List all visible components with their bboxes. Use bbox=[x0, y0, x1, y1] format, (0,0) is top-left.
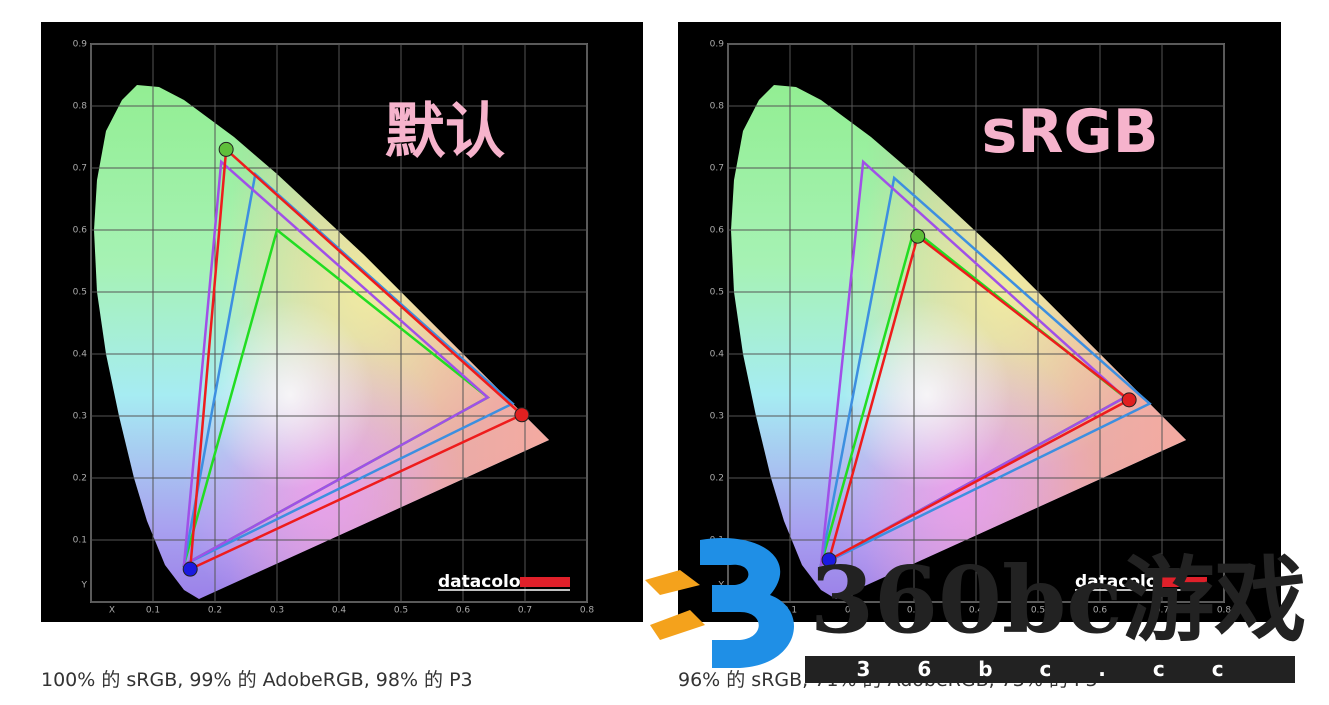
primary-marker bbox=[514, 407, 530, 423]
watermark-text: 360bc游戏 bbox=[810, 546, 1306, 654]
annotation: sRGB bbox=[982, 97, 1159, 167]
x-tick-label: 0.6 bbox=[1093, 606, 1108, 616]
x-tick-label: 0.8 bbox=[580, 606, 595, 616]
y-tick-label: 0.4 bbox=[73, 350, 88, 360]
gamut-triangle bbox=[819, 175, 1152, 568]
x-tick-label: 0.2 bbox=[208, 606, 222, 616]
y-tick-label: 0.8 bbox=[710, 102, 725, 112]
y-tick-label: 0.9 bbox=[710, 40, 725, 50]
gamut-triangle bbox=[819, 159, 1127, 568]
y-tick-label: 0.3 bbox=[73, 412, 87, 422]
y-tick-label: 0.6 bbox=[710, 226, 725, 236]
logo-bar bbox=[1157, 577, 1207, 587]
x-tick-label: 0.3 bbox=[270, 606, 284, 616]
x-tick-label: 0.6 bbox=[456, 606, 471, 616]
y-tick-label: Y bbox=[81, 581, 88, 591]
x-tick-label: 0.5 bbox=[394, 606, 408, 616]
y-tick-label: 0.4 bbox=[710, 350, 725, 360]
x-tick-label: 0.3 bbox=[907, 606, 921, 616]
y-tick-label: 0.9 bbox=[73, 40, 88, 50]
x-tick-label: 0.5 bbox=[1031, 606, 1045, 616]
y-tick-label: 0.2 bbox=[73, 474, 87, 484]
watermark-logo bbox=[700, 538, 794, 668]
gamut-triangle bbox=[188, 146, 525, 572]
y-tick-label: 0.5 bbox=[73, 288, 87, 298]
primary-marker bbox=[182, 561, 198, 577]
primary-marker bbox=[218, 141, 234, 157]
logo: datacolor bbox=[438, 572, 530, 592]
watermark-bar bbox=[805, 656, 1295, 683]
x-tick-label: 0.7 bbox=[518, 606, 532, 616]
caption: 100% 的 sRGB, 99% 的 AdobeRGB, 98% 的 P3 bbox=[41, 669, 473, 691]
y-tick-label: 0.6 bbox=[73, 226, 88, 236]
y-tick-label: 0.2 bbox=[710, 474, 724, 484]
charts: X 0.1 0.2 0.3 0.4 0.5 0.6 0.7 0.8 Y 0.1 0.2 0.3 0.4 0.… bbox=[73, 40, 1232, 616]
y-tick-label: 0.8 bbox=[73, 102, 88, 112]
y-tick-label: 0.7 bbox=[710, 164, 724, 174]
x-tick-label: 0.4 bbox=[969, 606, 984, 616]
y-tick-label: 0.5 bbox=[710, 288, 724, 298]
logo-bar bbox=[520, 577, 570, 587]
y-tick-label: 0.1 bbox=[73, 536, 87, 546]
x-tick-label: 0.2 bbox=[845, 606, 859, 616]
x-tick-label: 0.4 bbox=[332, 606, 347, 616]
watermark-url: 3 6 b c . c c bbox=[856, 657, 1243, 681]
y-tick-label: 0.7 bbox=[73, 164, 87, 174]
x-tick-label: 0.8 bbox=[1217, 606, 1232, 616]
x-tick-label: 0.7 bbox=[1155, 606, 1169, 616]
x-tick-label: X bbox=[109, 606, 115, 616]
primary-marker bbox=[910, 228, 926, 244]
annotation: 默认 bbox=[385, 97, 505, 167]
logo: datacolor bbox=[1075, 572, 1167, 592]
primary-marker bbox=[1121, 392, 1137, 408]
x-tick-label: 0.1 bbox=[783, 606, 797, 616]
watermark: 360bc游戏 3 6 b c . c c bbox=[645, 538, 1306, 683]
gamut-triangle bbox=[182, 159, 490, 568]
gamut-triangle bbox=[182, 171, 515, 568]
y-tick-label: 0.3 bbox=[710, 412, 724, 422]
primary-marker bbox=[821, 552, 837, 568]
x-tick-label: 0.1 bbox=[146, 606, 160, 616]
watermark-stars bbox=[645, 570, 705, 640]
gamut-triangle bbox=[827, 234, 1132, 563]
